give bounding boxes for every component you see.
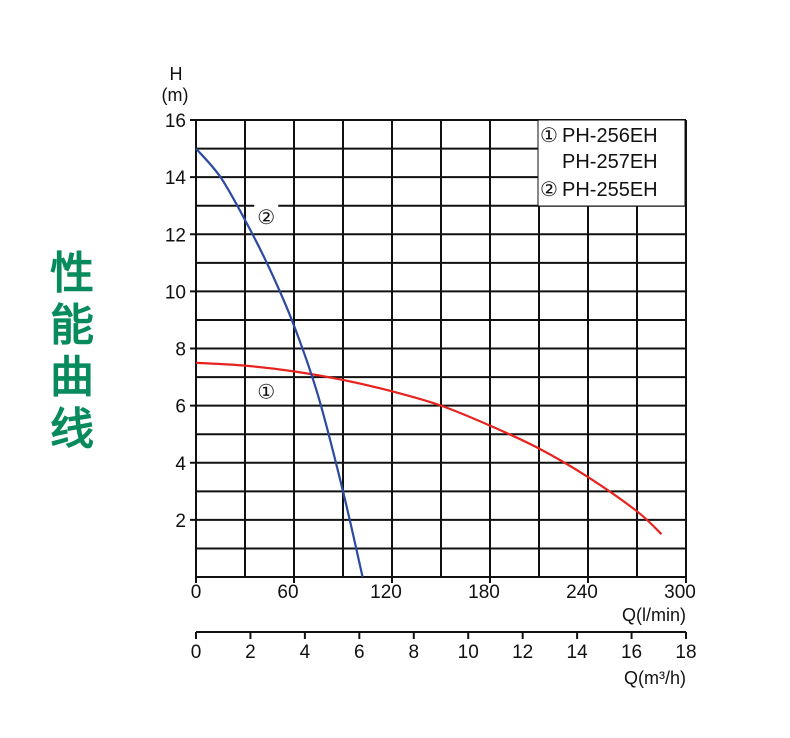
side-title-char-1: 性 <box>50 248 94 299</box>
curve-label-bg <box>254 378 279 403</box>
legend-entry-2: PH-257EH <box>562 151 658 173</box>
x-tick-label: 0 <box>191 582 202 603</box>
x2-tick-label: 18 <box>675 642 696 663</box>
side-title-char-3: 曲 <box>50 352 94 403</box>
x2-tick-label: 12 <box>512 642 533 663</box>
x2-tick-label: 6 <box>354 642 365 663</box>
legend: ① PH-256EH PH-257EH ② PH-255EH <box>537 119 686 207</box>
x2-tick-label: 4 <box>300 642 311 663</box>
y-tick-label: 14 <box>165 168 187 189</box>
curve-label-bg <box>254 204 279 229</box>
y-tick-label: 6 <box>175 397 186 418</box>
curve-2 <box>195 147 364 578</box>
legend-marker-3: ② <box>540 179 558 201</box>
y-axis-label-top: H <box>170 64 183 84</box>
legend-box <box>537 119 686 207</box>
curve-label-2: ② <box>257 207 275 229</box>
x-axis-label: Q(l/min) <box>622 605 686 625</box>
y-tick-label: 10 <box>165 282 186 303</box>
side-title-char-4: 线 <box>50 404 94 455</box>
chart-labels: 0 60 120 180 240 300 2 4 6 8 10 12 14 16 0 2 4 6 8 10 12 14 16… <box>165 111 697 663</box>
side-title-char-2: 能 <box>50 300 94 351</box>
x-tick-label: 180 <box>468 582 500 603</box>
legend-entry-3: PH-255EH <box>562 179 658 201</box>
x-tick-label: 60 <box>277 582 298 603</box>
x-tick-label: 120 <box>370 582 402 603</box>
x2-tick-label: 8 <box>408 642 419 663</box>
legend-entry-1: PH-256EH <box>562 125 658 147</box>
x-axis-secondary-label: Q(m³/h) <box>624 668 686 688</box>
y-tick-label: 12 <box>165 225 186 246</box>
x2-tick-label: 0 <box>191 642 202 663</box>
y-tick-label: 4 <box>175 454 186 475</box>
curve-1 <box>195 361 663 535</box>
x-tick-label: 240 <box>566 582 598 603</box>
y-tick-label: 8 <box>175 340 186 361</box>
x2-tick-label: 2 <box>245 642 256 663</box>
x2-tick-label: 10 <box>458 642 479 663</box>
chart-series <box>195 147 663 578</box>
side-title: 性 能 曲 线 <box>40 248 104 456</box>
x2-tick-label: 16 <box>621 642 642 663</box>
y-axis-label-unit: (m) <box>162 85 189 105</box>
x-tick-label: 300 <box>664 582 696 603</box>
legend-marker-1: ① <box>540 125 558 147</box>
y-tick-label: 2 <box>175 511 186 532</box>
y-tick-label: 16 <box>165 111 186 132</box>
curve-label-1: ① <box>257 381 275 403</box>
x2-tick-label: 14 <box>567 642 589 663</box>
